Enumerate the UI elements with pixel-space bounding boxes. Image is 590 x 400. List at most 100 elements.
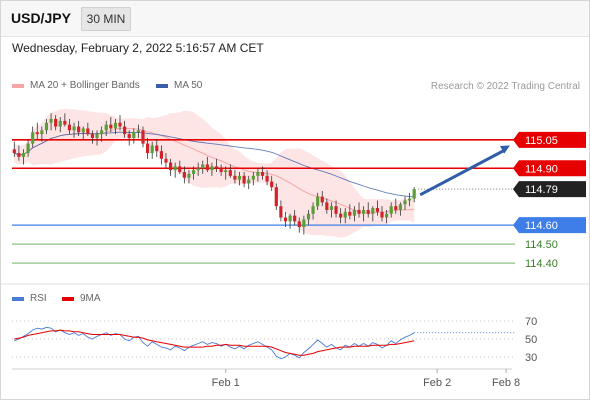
candle-body: [283, 217, 288, 222]
candle-body: [182, 172, 186, 178]
candle-body: [371, 208, 375, 214]
level-tag-last: [513, 181, 586, 198]
timeframe-button[interactable]: 30 MIN: [81, 7, 131, 31]
candle-body: [348, 211, 352, 216]
candle-body: [311, 206, 315, 214]
level-tag-support: [513, 217, 586, 234]
candle-body: [113, 122, 118, 129]
ma20-swatch: [12, 83, 24, 88]
candle-body: [17, 153, 21, 157]
bollinger-band: [14, 108, 415, 238]
candle-body: [205, 164, 209, 171]
rsi-legend-label: RSI: [30, 293, 47, 304]
candle-body: [219, 168, 223, 173]
candle-body: [407, 198, 412, 201]
candle-body: [394, 206, 398, 210]
ma50-line: [14, 131, 415, 198]
candle-body: [288, 215, 292, 222]
level-tag-resistance: [513, 131, 586, 148]
candle-body: [58, 120, 62, 127]
candle-body: [26, 143, 30, 154]
candle-body: [214, 166, 219, 169]
candle-body: [109, 124, 113, 129]
candle-body: [366, 209, 370, 214]
candle-body: [54, 118, 58, 127]
candle-body: [168, 162, 173, 171]
candle-body: [81, 128, 85, 133]
ma50-legend-label: MA 50: [174, 80, 203, 91]
ma9-swatch: [62, 296, 74, 301]
candle-body: [385, 213, 389, 218]
candle-body: [187, 173, 191, 178]
candle-body: [320, 196, 324, 203]
candle-body: [67, 124, 72, 131]
ma50-legend: MA 50: [156, 80, 202, 91]
candle-body: [100, 130, 104, 135]
candle-body: [49, 118, 53, 123]
toolbar: USD/JPY 30 MIN: [1, 1, 589, 37]
copyright-note: Research © 2022 Trading Central: [430, 81, 580, 92]
candle-body: [95, 134, 99, 138]
rsi-swatch: [12, 296, 24, 301]
forecast-arrow: [419, 149, 505, 197]
candle-body: [380, 211, 384, 218]
candle-body: [329, 206, 334, 210]
candle-body: [145, 143, 150, 154]
candle-body: [316, 196, 320, 207]
candle-body: [343, 211, 347, 218]
candle-body: [325, 202, 329, 210]
candle-body: [233, 175, 237, 180]
candle-body: [12, 149, 16, 154]
candle-body: [247, 179, 251, 184]
candle-body: [265, 175, 269, 182]
candle-body: [352, 209, 357, 216]
candle-body: [260, 172, 265, 176]
candle-body: [339, 213, 343, 218]
candle-body: [302, 219, 306, 228]
candle-body: [398, 204, 402, 210]
level-label-resistance: 115.05: [525, 135, 558, 147]
candle-body: [173, 166, 177, 171]
ma50-swatch: [156, 83, 168, 88]
candle-body: [412, 189, 416, 199]
symbol-title: USD/JPY: [11, 10, 71, 26]
candle-body: [224, 170, 228, 173]
rsi-tick-label: 70: [525, 316, 537, 328]
candle-body: [63, 120, 67, 125]
level-label-resistance: 114.90: [525, 163, 558, 175]
candle-body: [155, 145, 159, 152]
candle-body: [86, 128, 90, 135]
candle-body: [334, 206, 338, 214]
candle-body: [375, 208, 380, 212]
candle-body: [242, 175, 246, 184]
candle-body: [389, 206, 393, 214]
candle-body: [164, 158, 168, 163]
ma20-legend: MA 20 + Bollinger Bands: [12, 80, 140, 91]
rsi-legend: RSI: [12, 293, 47, 304]
timestamp: Wednesday, February 2, 2022 5:16:57 AM C…: [12, 41, 264, 55]
level-label-minor-support: 114.40: [525, 258, 558, 270]
candle-body: [201, 164, 205, 169]
forecast-arrowhead: [500, 145, 510, 154]
rsi-ma-line: [14, 329, 415, 356]
candle-body: [127, 134, 131, 138]
candle-body: [279, 206, 283, 218]
candle-body: [150, 145, 154, 154]
candle-body: [178, 166, 182, 173]
candle-body: [293, 215, 297, 222]
candle-body: [237, 175, 242, 180]
candle-body: [31, 132, 35, 144]
candle-body: [270, 181, 274, 188]
rsi-tick-label: 50: [525, 334, 537, 346]
candle-body: [77, 126, 81, 133]
time-label: Feb 1: [212, 377, 240, 389]
candle-body: [362, 209, 366, 214]
rsi-tick-label: 30: [525, 352, 537, 364]
ma9-legend-label: 9MA: [80, 293, 101, 304]
candle-body: [118, 122, 122, 127]
time-label: Feb 2: [423, 377, 451, 389]
ma9-legend: 9MA: [62, 293, 101, 304]
rsi-line: [14, 326, 415, 360]
candle-body: [297, 221, 301, 228]
